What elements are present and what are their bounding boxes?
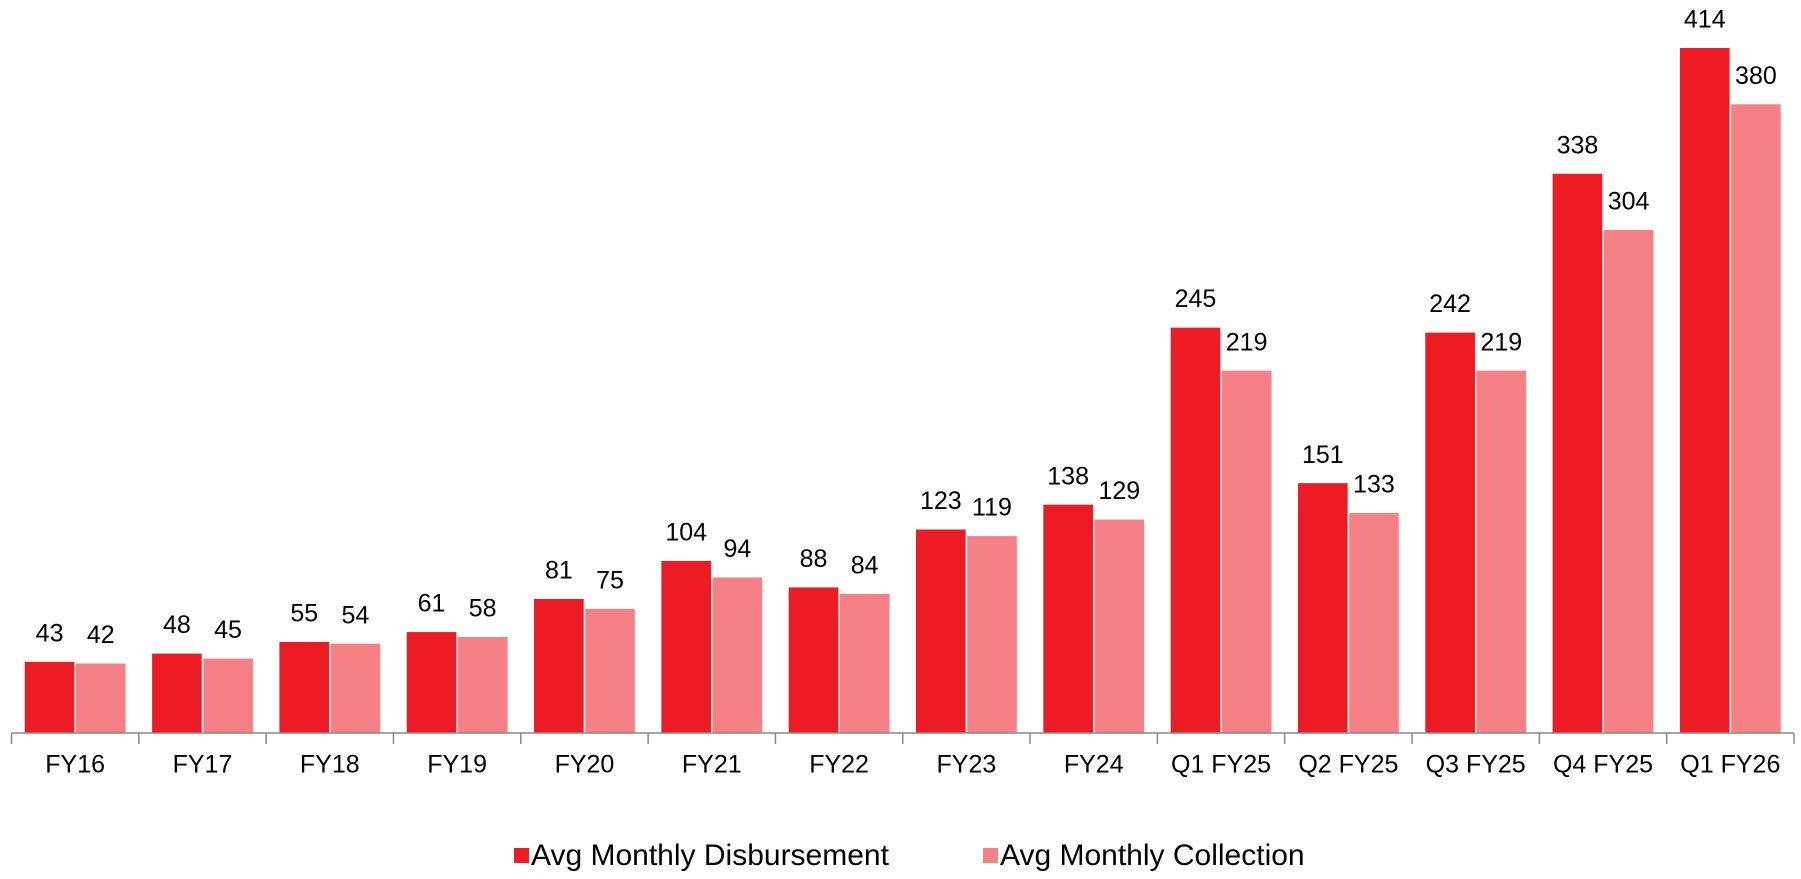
data-label: 119 bbox=[972, 494, 1012, 522]
bar bbox=[152, 653, 202, 733]
data-label: 75 bbox=[596, 567, 624, 595]
legend-label: Avg Monthly Disbursement bbox=[531, 839, 890, 872]
legend-swatch bbox=[983, 848, 998, 863]
x-tick-label: Q2 FY25 bbox=[1298, 751, 1398, 779]
bar bbox=[788, 587, 839, 733]
data-label: 61 bbox=[418, 590, 446, 618]
bar bbox=[534, 598, 584, 733]
bar bbox=[406, 632, 457, 733]
data-label: 58 bbox=[469, 595, 497, 623]
legend-swatch bbox=[514, 848, 529, 863]
data-label: 123 bbox=[920, 487, 962, 515]
x-tick-label: FY19 bbox=[427, 751, 487, 779]
bar bbox=[279, 641, 330, 733]
data-label: 45 bbox=[214, 616, 242, 644]
x-tick-label: FY23 bbox=[937, 751, 997, 779]
bar bbox=[1297, 483, 1348, 733]
x-tick-label: FY24 bbox=[1064, 751, 1124, 779]
x-tick-label: FY16 bbox=[45, 751, 105, 779]
bar bbox=[330, 643, 381, 733]
bar bbox=[1425, 332, 1475, 733]
data-label: 414 bbox=[1684, 6, 1726, 34]
data-label: 138 bbox=[1047, 462, 1089, 490]
legend-label: Avg Monthly Collection bbox=[1000, 839, 1305, 872]
data-label: 48 bbox=[163, 611, 191, 639]
data-label: 54 bbox=[341, 601, 369, 629]
x-tick-label: FY22 bbox=[809, 751, 869, 779]
bar bbox=[1349, 512, 1399, 733]
bar bbox=[1603, 230, 1654, 734]
bar bbox=[1170, 327, 1221, 733]
data-label: 94 bbox=[723, 535, 751, 563]
x-tick-label: Q4 FY25 bbox=[1553, 751, 1653, 779]
data-label: 88 bbox=[800, 545, 828, 573]
data-label: 84 bbox=[851, 552, 879, 580]
bar bbox=[203, 658, 253, 733]
data-label: 242 bbox=[1429, 290, 1471, 318]
bar bbox=[24, 661, 75, 733]
data-label: 42 bbox=[87, 621, 115, 649]
x-tick-label: FY17 bbox=[173, 751, 233, 779]
data-label: 219 bbox=[1226, 328, 1268, 356]
bar bbox=[1221, 370, 1272, 733]
data-label: 129 bbox=[1098, 477, 1140, 505]
data-label: 55 bbox=[290, 600, 318, 628]
x-tick-label: FY18 bbox=[300, 751, 360, 779]
x-tick-label: FY20 bbox=[555, 751, 615, 779]
x-tick-label: Q1 FY26 bbox=[1680, 751, 1780, 779]
data-label: 43 bbox=[36, 619, 64, 647]
data-label: 104 bbox=[665, 519, 707, 547]
bar bbox=[1552, 173, 1603, 734]
bar bbox=[916, 529, 966, 733]
bar bbox=[1476, 370, 1527, 733]
data-label: 219 bbox=[1480, 328, 1522, 356]
bar bbox=[1094, 519, 1145, 733]
bar bbox=[457, 637, 508, 733]
data-label: 151 bbox=[1302, 441, 1344, 469]
data-label: 245 bbox=[1175, 285, 1217, 313]
x-tick-label: FY21 bbox=[682, 751, 742, 779]
x-tick-label: Q3 FY25 bbox=[1426, 751, 1526, 779]
bar bbox=[661, 560, 712, 733]
bar bbox=[1731, 104, 1781, 733]
bar bbox=[712, 577, 763, 733]
bar bbox=[1679, 48, 1730, 733]
data-label: 304 bbox=[1608, 188, 1650, 216]
data-label: 338 bbox=[1557, 131, 1599, 159]
bar bbox=[967, 536, 1017, 733]
data-label: 133 bbox=[1353, 471, 1395, 499]
bar bbox=[585, 608, 635, 733]
bar bbox=[75, 663, 126, 733]
bar bbox=[839, 594, 890, 733]
x-tick-label: Q1 FY25 bbox=[1171, 751, 1271, 779]
data-label: 81 bbox=[545, 557, 573, 585]
bar bbox=[1043, 504, 1093, 733]
data-label: 380 bbox=[1735, 62, 1777, 90]
